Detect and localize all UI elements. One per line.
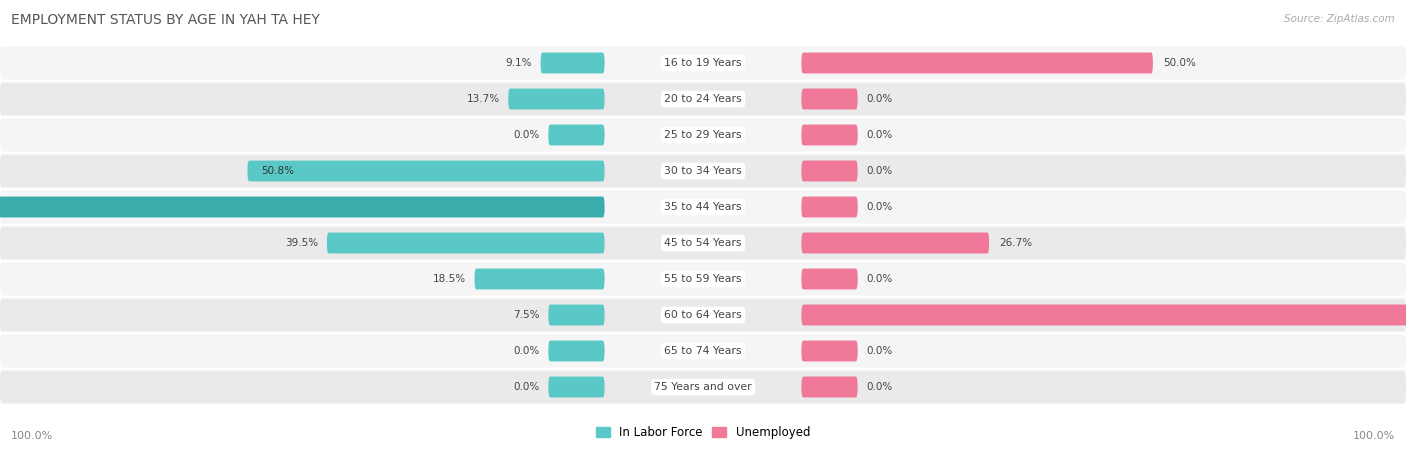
FancyBboxPatch shape	[801, 341, 858, 361]
Text: 7.5%: 7.5%	[513, 310, 540, 320]
Text: 0.0%: 0.0%	[866, 382, 893, 392]
FancyBboxPatch shape	[0, 46, 1406, 80]
Text: 0.0%: 0.0%	[866, 166, 893, 176]
FancyBboxPatch shape	[0, 334, 1406, 368]
Text: 26.7%: 26.7%	[1000, 238, 1033, 248]
FancyBboxPatch shape	[247, 161, 605, 181]
FancyBboxPatch shape	[0, 154, 1406, 188]
FancyBboxPatch shape	[0, 82, 1406, 116]
FancyBboxPatch shape	[801, 305, 1406, 325]
FancyBboxPatch shape	[801, 197, 858, 217]
Text: 20 to 24 Years: 20 to 24 Years	[664, 94, 742, 104]
FancyBboxPatch shape	[0, 118, 1406, 152]
FancyBboxPatch shape	[326, 233, 605, 253]
Text: 30 to 34 Years: 30 to 34 Years	[664, 166, 742, 176]
FancyBboxPatch shape	[0, 298, 1406, 332]
Text: 39.5%: 39.5%	[285, 238, 318, 248]
FancyBboxPatch shape	[801, 269, 858, 289]
FancyBboxPatch shape	[801, 53, 1153, 73]
FancyBboxPatch shape	[801, 89, 858, 109]
Text: Source: ZipAtlas.com: Source: ZipAtlas.com	[1284, 14, 1395, 23]
Text: 25 to 29 Years: 25 to 29 Years	[664, 130, 742, 140]
Text: 0.0%: 0.0%	[513, 346, 540, 356]
Text: 0.0%: 0.0%	[866, 346, 893, 356]
Text: 0.0%: 0.0%	[866, 202, 893, 212]
Text: 13.7%: 13.7%	[467, 94, 501, 104]
FancyBboxPatch shape	[548, 305, 605, 325]
Text: 0.0%: 0.0%	[866, 130, 893, 140]
Text: 16 to 19 Years: 16 to 19 Years	[664, 58, 742, 68]
Text: 0.0%: 0.0%	[866, 94, 893, 104]
Text: 55 to 59 Years: 55 to 59 Years	[664, 274, 742, 284]
FancyBboxPatch shape	[509, 89, 605, 109]
Text: 0.0%: 0.0%	[866, 274, 893, 284]
Text: 100.0%: 100.0%	[11, 431, 53, 441]
Text: 50.8%: 50.8%	[262, 166, 294, 176]
Legend: In Labor Force, Unemployed: In Labor Force, Unemployed	[591, 422, 815, 444]
FancyBboxPatch shape	[0, 190, 1406, 224]
FancyBboxPatch shape	[0, 226, 1406, 260]
Text: 45 to 54 Years: 45 to 54 Years	[664, 238, 742, 248]
Text: 75 Years and over: 75 Years and over	[654, 382, 752, 392]
FancyBboxPatch shape	[548, 341, 605, 361]
FancyBboxPatch shape	[475, 269, 605, 289]
Text: 50.0%: 50.0%	[1164, 58, 1197, 68]
Text: 100.0%: 100.0%	[1353, 431, 1395, 441]
Text: 9.1%: 9.1%	[506, 58, 533, 68]
Text: 0.0%: 0.0%	[513, 130, 540, 140]
Text: EMPLOYMENT STATUS BY AGE IN YAH TA HEY: EMPLOYMENT STATUS BY AGE IN YAH TA HEY	[11, 14, 321, 27]
FancyBboxPatch shape	[540, 53, 605, 73]
FancyBboxPatch shape	[0, 262, 1406, 296]
FancyBboxPatch shape	[0, 370, 1406, 404]
FancyBboxPatch shape	[548, 125, 605, 145]
Text: 18.5%: 18.5%	[433, 274, 465, 284]
Text: 35 to 44 Years: 35 to 44 Years	[664, 202, 742, 212]
Text: 0.0%: 0.0%	[513, 382, 540, 392]
FancyBboxPatch shape	[801, 161, 858, 181]
FancyBboxPatch shape	[0, 197, 605, 217]
Text: 65 to 74 Years: 65 to 74 Years	[664, 346, 742, 356]
Text: 60 to 64 Years: 60 to 64 Years	[664, 310, 742, 320]
FancyBboxPatch shape	[548, 377, 605, 397]
FancyBboxPatch shape	[801, 233, 990, 253]
FancyBboxPatch shape	[801, 125, 858, 145]
FancyBboxPatch shape	[801, 377, 858, 397]
